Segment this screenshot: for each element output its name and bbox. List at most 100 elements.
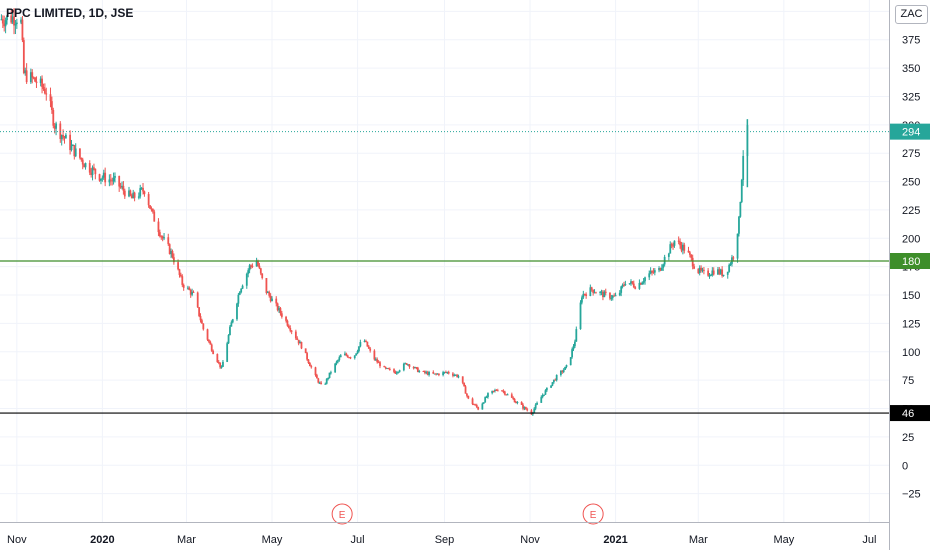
candle-body <box>230 322 233 327</box>
candle-body <box>551 382 554 386</box>
candle-body <box>536 402 538 405</box>
candle-body <box>130 195 133 199</box>
candle-body <box>108 179 111 183</box>
price-tick-label: 150 <box>902 290 920 302</box>
candle-body <box>502 390 505 392</box>
candle-body <box>484 397 487 403</box>
candle-body <box>667 253 670 257</box>
candle-body <box>494 389 496 391</box>
candle-body <box>712 270 715 275</box>
candle-body <box>297 339 300 344</box>
candle-body <box>163 237 165 239</box>
candle-body <box>726 271 729 275</box>
candle-body <box>690 254 693 258</box>
candle-body <box>314 367 317 376</box>
time-tick-label: May <box>262 534 283 546</box>
candle-body <box>466 393 468 396</box>
last-price-tag <box>890 123 930 140</box>
candle-body <box>719 269 722 274</box>
candle-body <box>672 245 674 247</box>
candle-body <box>544 390 547 395</box>
candle-body <box>562 369 565 373</box>
candle-body <box>554 379 557 381</box>
horizontal-lines[interactable] <box>0 131 889 414</box>
candle-body <box>658 268 660 271</box>
candle-body <box>377 362 380 364</box>
candle-body <box>271 298 273 302</box>
candle-body <box>729 263 732 265</box>
candle-body <box>172 257 175 263</box>
candle-body <box>522 404 524 409</box>
candle-body <box>43 88 46 94</box>
candle-body <box>119 186 122 188</box>
candle-body <box>555 375 558 381</box>
time-tick-label: Sep <box>435 534 455 546</box>
candle-body <box>353 355 356 359</box>
candle-body <box>394 371 397 374</box>
price-tick-label: 125 <box>902 318 920 330</box>
candle-body <box>711 270 714 276</box>
candle-body <box>299 342 301 344</box>
candle-body <box>199 316 202 321</box>
price-tick-label: 225 <box>902 205 920 217</box>
candle-body <box>416 367 419 373</box>
candle-body <box>45 93 48 95</box>
candle-body <box>265 278 268 293</box>
time-tick-label: Nov <box>7 534 27 546</box>
candle-body <box>533 408 536 413</box>
candle-body <box>216 354 219 363</box>
candle-body <box>721 269 724 276</box>
candle-body <box>641 282 644 285</box>
candle-body <box>688 252 691 255</box>
time-tick-label: Mar <box>689 534 708 546</box>
candle-body <box>717 269 719 275</box>
candle-body <box>552 379 555 383</box>
candle-body <box>70 145 73 151</box>
currency-button[interactable]: ZAC <box>895 5 928 24</box>
candle-body <box>513 398 516 403</box>
price-tick-label: 375 <box>902 35 920 47</box>
candle-body <box>25 70 28 83</box>
price-tick-label: 25 <box>902 432 914 444</box>
candle-body <box>94 168 97 175</box>
candle-body <box>167 237 170 245</box>
candle-body <box>80 157 83 160</box>
candle-body <box>428 371 430 375</box>
earnings-event-label: E <box>339 510 346 521</box>
candle-body <box>740 179 743 202</box>
candle-body <box>69 134 72 151</box>
candle-body <box>541 395 544 398</box>
candle-body <box>278 308 280 311</box>
candle-body <box>53 125 56 129</box>
price-axis[interactable]: −250255075100125150175200225250275300325… <box>889 0 921 550</box>
candle-body <box>701 269 704 271</box>
candle-body <box>111 180 114 182</box>
candle-body <box>65 134 67 139</box>
candle-body <box>639 282 642 285</box>
candle-body <box>414 367 416 369</box>
candle-body <box>229 326 231 336</box>
candle-body <box>581 297 583 303</box>
candle-body <box>407 364 409 366</box>
candle-body <box>386 368 388 370</box>
candle-body <box>196 292 199 308</box>
candle-body <box>320 382 323 385</box>
candle-body <box>599 291 602 293</box>
candle-body <box>20 19 22 23</box>
candle-body <box>209 341 212 345</box>
candle-body <box>618 292 621 296</box>
candle-body <box>644 277 646 282</box>
candle-body <box>49 94 52 102</box>
candle-body <box>257 261 259 266</box>
candle-body <box>129 190 132 196</box>
candle-body <box>398 370 401 372</box>
candle-body <box>0 19 3 21</box>
time-axis[interactable]: Nov 2020 Mar May Jul Sep Nov 2021 Mar May Jul <box>0 522 889 547</box>
candle-body <box>738 216 740 234</box>
candle-body <box>603 291 606 298</box>
candle-body <box>101 177 104 179</box>
candle-body <box>418 371 421 373</box>
